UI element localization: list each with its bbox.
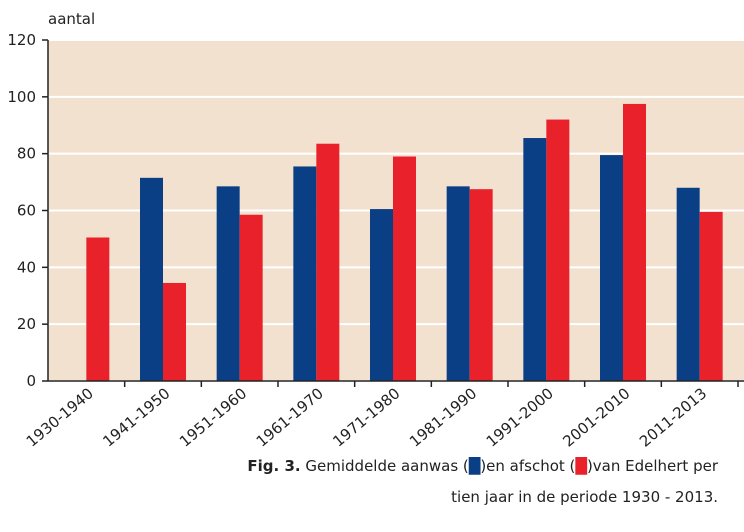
bar [676, 187, 700, 381]
caption: Fig. 3. Gemiddelde aanwas (█)en afschot … [247, 456, 718, 475]
caption-text: )en afschot ( [480, 457, 575, 475]
bar [140, 177, 163, 381]
x-tick-label: 1971-1980 [329, 384, 403, 450]
x-tick-label: 1941-1950 [99, 384, 173, 450]
y-tick-label: 120 [7, 31, 36, 49]
bar [600, 155, 623, 381]
bar [163, 282, 186, 381]
x-tick-label: 2001-2010 [559, 384, 633, 450]
y-tick-label: 80 [17, 145, 36, 163]
bar [86, 237, 110, 381]
x-tick-label: 1930-1940 [23, 384, 97, 450]
bar [469, 189, 493, 381]
caption-text: )van Edelhert per [587, 457, 719, 475]
bar [239, 214, 263, 381]
bar [523, 138, 547, 381]
y-axis-label: aantal [48, 10, 95, 28]
bar [546, 119, 570, 382]
y-tick-label: 20 [17, 315, 36, 333]
bar [623, 103, 646, 381]
legend-swatch: █ [468, 456, 481, 475]
caption-text: Gemiddelde aanwas ( [305, 457, 468, 475]
x-tick-label: 1981-1990 [406, 384, 480, 450]
caption-label: Fig. 3. [247, 457, 300, 475]
x-tick-label: 1991-2000 [483, 384, 557, 450]
bar [393, 156, 416, 381]
caption: tien jaar in de periode 1930 - 2013. [451, 488, 718, 506]
bar [446, 186, 470, 381]
bar [216, 186, 240, 381]
bar [293, 166, 317, 381]
x-tick-label: 1951-1960 [176, 384, 250, 450]
x-tick-label: 2011-2013 [636, 384, 710, 450]
bar [316, 143, 340, 381]
legend-swatch: █ [574, 456, 587, 475]
y-tick-label: 100 [7, 88, 36, 106]
y-tick-label: 60 [17, 202, 36, 220]
bar [370, 209, 393, 381]
y-tick-label: 40 [17, 258, 36, 276]
x-tick-label: 1961-1970 [253, 384, 327, 450]
bar [699, 211, 723, 381]
y-tick-label: 0 [26, 372, 36, 390]
